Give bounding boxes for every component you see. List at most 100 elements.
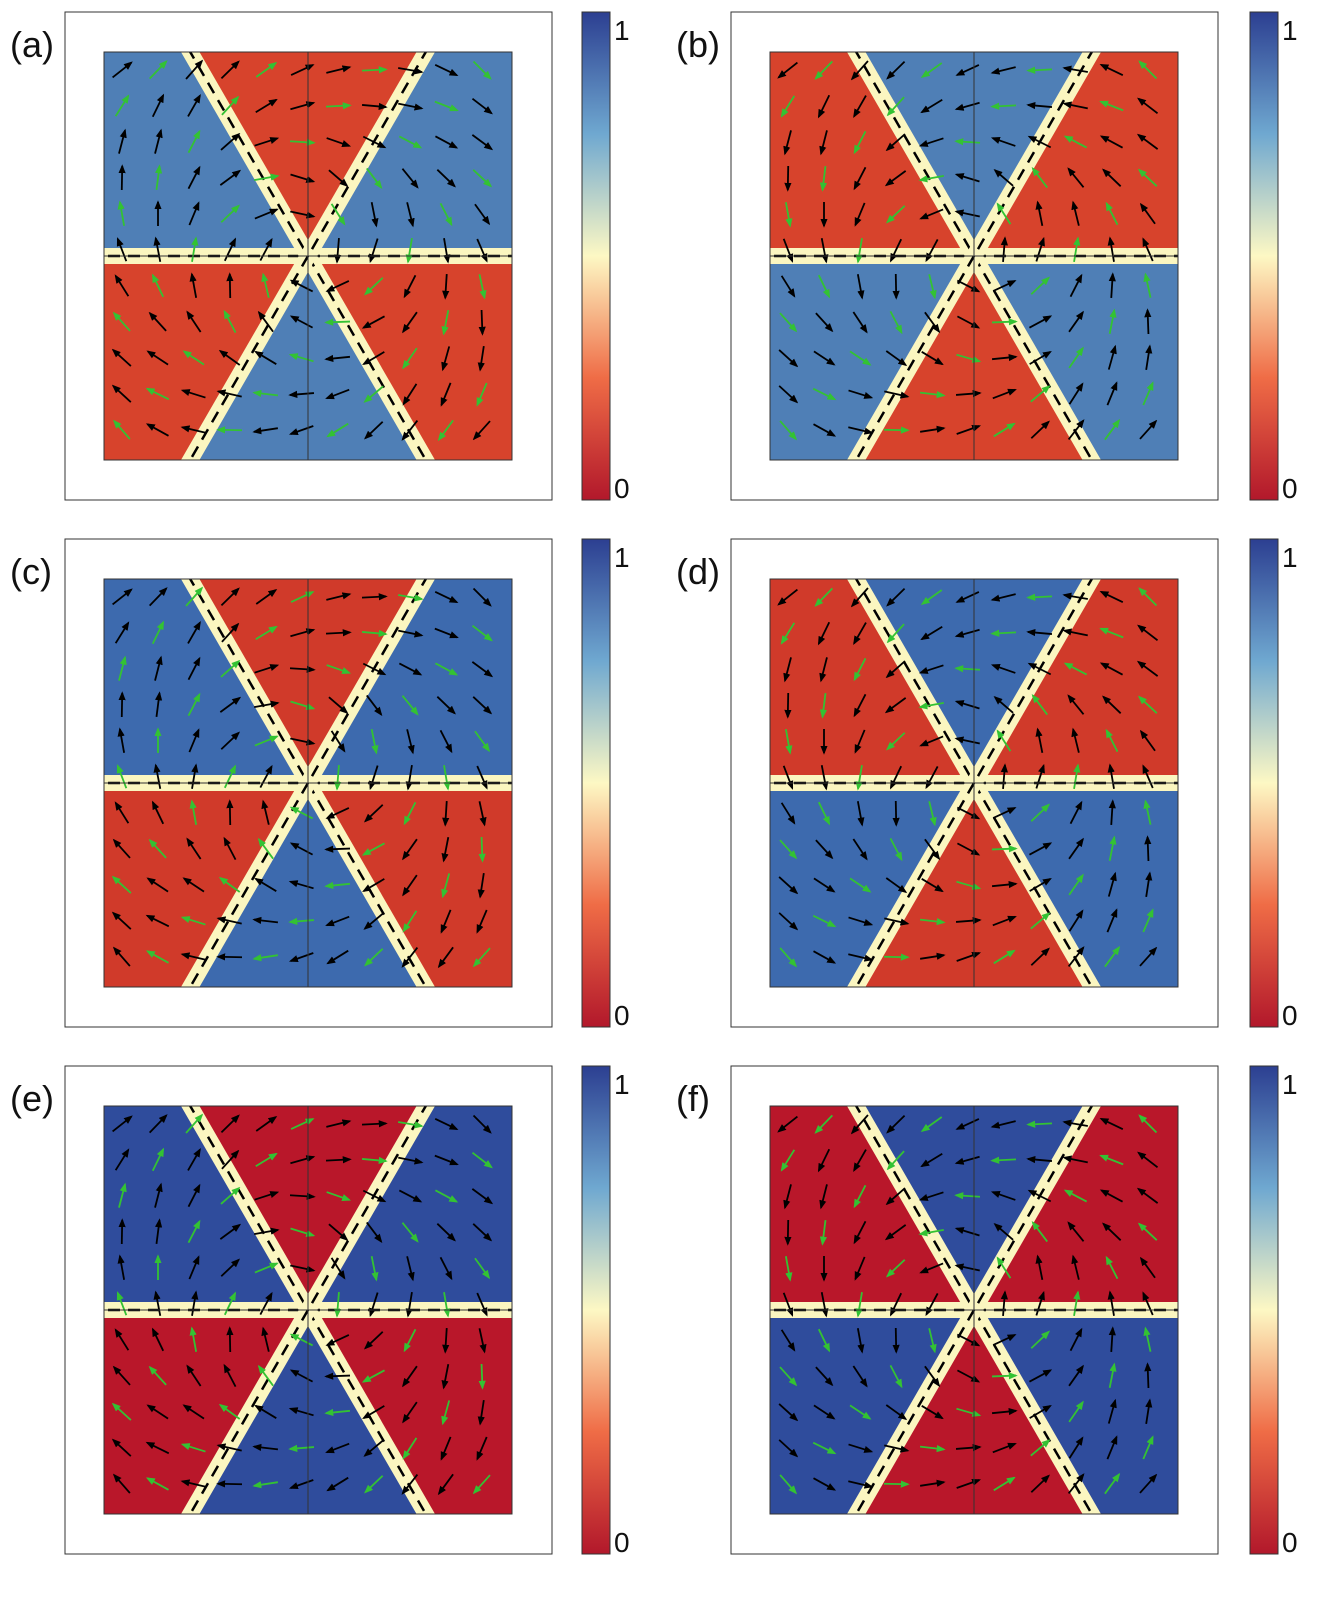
spin-arrow — [1069, 800, 1083, 825]
spin-arrow — [1138, 1114, 1158, 1134]
spin-arrow — [155, 1218, 163, 1245]
spin-arrow — [889, 238, 903, 263]
spin-arrow — [1139, 202, 1156, 225]
spin-arrow — [290, 1227, 316, 1237]
spin-arrow — [918, 664, 944, 674]
spin-arrow — [924, 311, 941, 334]
spin-arrow — [406, 1256, 415, 1282]
spin-arrow — [325, 102, 352, 110]
spin-arrow — [441, 837, 450, 863]
spin-arrow — [956, 952, 982, 962]
spin-arrow — [1062, 1155, 1088, 1164]
spin-arrow — [990, 66, 1016, 75]
spin-arrow — [112, 1365, 131, 1386]
spin-arrow — [185, 586, 204, 607]
spin-arrow — [779, 420, 798, 441]
spin-arrow — [1107, 236, 1115, 262]
spin-arrow — [819, 1184, 828, 1210]
sector — [770, 783, 974, 987]
spin-arrow — [1027, 662, 1052, 676]
spin-arrow — [1106, 381, 1118, 406]
spin-arrow — [478, 801, 487, 827]
spin-arrow — [991, 318, 1018, 326]
spin-arrow — [956, 315, 981, 329]
spin-arrow — [853, 622, 867, 645]
sector — [104, 1310, 308, 1514]
sector — [308, 1106, 512, 1310]
spin-arrow — [289, 842, 314, 856]
spin-arrow — [288, 1444, 315, 1452]
spin-arrow — [366, 167, 383, 190]
spin-arrow — [1099, 590, 1124, 604]
spin-arrow — [401, 1473, 419, 1495]
spin-arrow — [924, 838, 941, 861]
spin-arrow — [1062, 1119, 1088, 1127]
spin-arrow — [1144, 308, 1152, 335]
spin-arrow — [261, 1326, 270, 1352]
spin-arrow — [477, 873, 485, 899]
spin-arrow — [361, 66, 388, 74]
spin-arrow — [812, 1441, 837, 1455]
spin-arrow — [1107, 871, 1117, 897]
spin-arrow — [814, 60, 834, 80]
spin-arrow — [290, 628, 316, 638]
spin-arrow — [334, 1291, 342, 1318]
spin-arrow — [925, 765, 939, 790]
spin-arrow — [992, 280, 1017, 292]
spin-arrow — [398, 1156, 424, 1165]
spin-arrow — [254, 700, 280, 708]
sector — [974, 1106, 1178, 1310]
spin-arrow — [326, 1191, 352, 1201]
spin-arrow — [290, 1155, 316, 1165]
spin-arrow — [216, 389, 242, 398]
spin-arrow — [255, 1152, 278, 1168]
spin-arrow — [990, 629, 1017, 637]
spin-arrow — [223, 237, 237, 262]
spin-arrow — [956, 880, 982, 890]
spin-arrow — [369, 1292, 379, 1318]
spin-arrow — [780, 1149, 796, 1172]
spin-arrow — [111, 1438, 132, 1457]
spin-arrow — [1105, 1255, 1119, 1280]
spin-arrow — [925, 238, 939, 263]
spin-arrow — [403, 1328, 417, 1353]
spin-arrow — [476, 1436, 488, 1461]
spin-arrow — [1136, 660, 1159, 677]
spin-arrow — [1136, 133, 1159, 150]
spin-arrow — [220, 659, 241, 678]
spin-arrow — [362, 878, 385, 893]
spin-arrow — [326, 422, 349, 438]
spin-arrow — [813, 1404, 836, 1420]
spin-arrow — [993, 949, 1016, 965]
spin-arrow — [180, 916, 206, 926]
spin-arrow — [398, 1189, 423, 1203]
spin-arrow — [1026, 628, 1053, 637]
spin-arrow — [370, 1256, 379, 1282]
spin-arrow — [812, 387, 837, 401]
spin-arrow — [398, 102, 424, 111]
spin-arrow — [326, 1119, 352, 1128]
colorbar-tick-label: 0 — [1282, 1000, 1298, 1031]
spin-arrow — [928, 1328, 937, 1354]
spin-arrow — [328, 696, 349, 715]
spin-arrow — [219, 1223, 242, 1240]
spin-arrow — [1142, 908, 1154, 933]
spin-arrow — [223, 309, 237, 334]
spin-arrow — [848, 1480, 874, 1489]
spin-arrow — [992, 1442, 1017, 1454]
spin-arrow — [155, 164, 163, 191]
spin-arrow — [477, 1400, 485, 1426]
spin-arrow — [990, 1156, 1017, 1164]
spin-arrow — [919, 1444, 946, 1453]
spin-arrow — [853, 130, 867, 155]
spin-arrow — [406, 729, 415, 755]
spin-arrow — [441, 873, 451, 899]
spin-arrow — [1136, 1187, 1159, 1204]
spin-arrow — [1071, 200, 1080, 226]
spin-arrow — [434, 590, 459, 604]
spin-arrow — [817, 801, 831, 826]
spin-arrow — [885, 205, 906, 224]
spin-arrow — [216, 953, 243, 961]
spin-arrow — [363, 277, 384, 296]
